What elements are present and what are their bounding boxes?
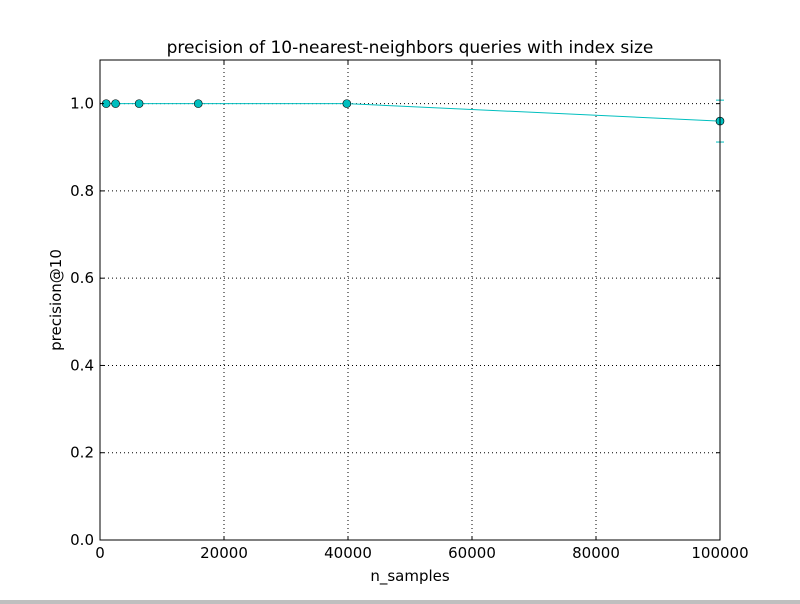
plot-frame [99,59,721,541]
x-axis-label: n_samples [370,567,450,586]
data-point [134,99,144,108]
y-tick-label: 1.0 [70,95,94,113]
data-point [342,99,352,108]
grid [99,60,721,541]
y-tick-label: 0.2 [70,444,94,462]
y-tick-label: 0.6 [70,269,94,287]
x-tick-label: 100000 [691,544,748,562]
y-tick-label: 0.0 [70,531,94,549]
x-tick-label: 60000 [448,544,496,562]
chart-title: precision of 10-nearest-neighbors querie… [167,38,654,58]
x-tick-label: 40000 [324,544,372,562]
data-point [193,99,203,108]
x-tick-label: 80000 [572,544,620,562]
data-point [111,99,120,108]
x-tick-label: 20000 [200,544,248,562]
x-tick-label: 0 [95,544,105,562]
y-axis-label: precision@10 [47,249,65,351]
y-tick-label: 0.8 [70,182,94,200]
series [101,99,725,143]
ticks: 0 20000 40000 60000 80000 100000 0.0 0.2 0.4 0.6 0… [70,60,749,562]
y-tick-label: 0.4 [70,356,94,374]
